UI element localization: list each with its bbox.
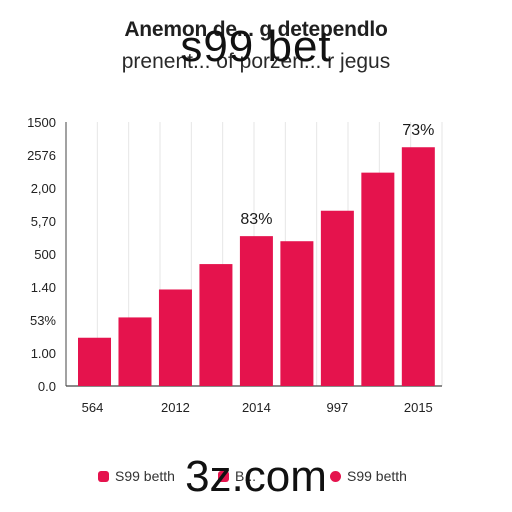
watermark-top-text: s99 bet bbox=[180, 22, 332, 71]
x-tick-label: 564 bbox=[82, 400, 104, 415]
legend-item-3: S99 betth bbox=[330, 468, 407, 484]
bar bbox=[401, 147, 435, 386]
chart-subtitle: prenent... of porzen... r jegus bbox=[121, 50, 391, 73]
legend-swatch-circle bbox=[330, 470, 341, 482]
x-tick-label: 2014 bbox=[242, 400, 271, 415]
legend-label: S99 betth bbox=[115, 468, 175, 484]
y-tick-label: 53% bbox=[30, 313, 56, 328]
x-tick-label: 997 bbox=[327, 400, 349, 415]
bar bbox=[158, 289, 192, 386]
bar bbox=[118, 317, 152, 386]
data-label: 73% bbox=[402, 122, 434, 139]
legend-swatch-square bbox=[218, 470, 229, 482]
legend-label: S99 betth bbox=[347, 468, 407, 484]
legend-label: B... bbox=[235, 468, 257, 484]
bar bbox=[320, 210, 354, 386]
bar bbox=[280, 241, 314, 386]
y-tick-label: 1500 bbox=[27, 115, 56, 130]
y-tick-label: 5,70 bbox=[31, 214, 56, 229]
chart-title: Anemon de... g detependlo bbox=[124, 18, 388, 41]
chart-legend: S99 betth B... S99 betth bbox=[0, 468, 512, 490]
bar bbox=[361, 172, 395, 386]
y-tick-label: 500 bbox=[34, 247, 56, 262]
legend-item-2: B... bbox=[218, 468, 256, 484]
y-tick-label: 2,00 bbox=[31, 181, 56, 196]
x-tick-label: 2012 bbox=[161, 400, 190, 415]
y-tick-label: 2576 bbox=[27, 148, 56, 163]
x-tick-label: 2015 bbox=[404, 400, 433, 415]
y-tick-label: 1.40 bbox=[31, 280, 56, 295]
legend-item-1: S99 betth bbox=[98, 468, 175, 484]
watermark-bottom-text: 3z.com bbox=[185, 452, 327, 501]
y-tick-label: 0.0 bbox=[38, 379, 56, 394]
bar bbox=[78, 337, 112, 386]
bar bbox=[239, 236, 273, 386]
bar bbox=[199, 264, 233, 386]
data-label: 83% bbox=[240, 211, 272, 228]
legend-swatch-square bbox=[98, 470, 109, 482]
y-tick-label: 1.00 bbox=[31, 346, 56, 361]
